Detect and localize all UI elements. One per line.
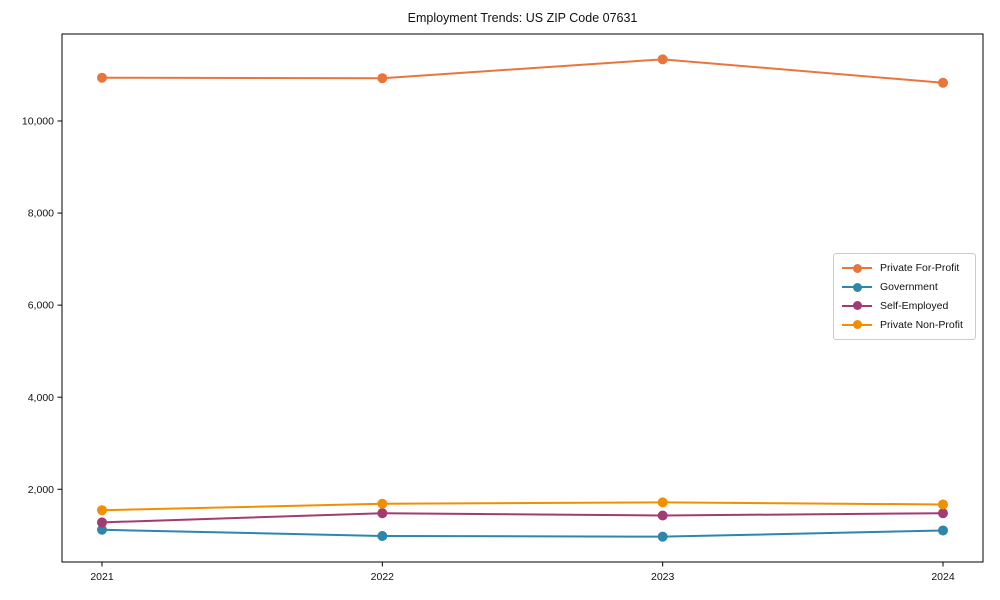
series-line-self-employed	[101, 512, 944, 524]
legend-label: Self-Employed	[880, 299, 949, 312]
legend-item-self-employed: Self-Employed	[842, 297, 967, 316]
series-marker-private-for-profit	[938, 77, 948, 88]
legend-item-private-non-profit: Private Non-Profit	[842, 315, 967, 334]
legend-label: Private For-Profit	[880, 262, 960, 275]
y-tick-label: 10,000	[22, 116, 54, 128]
series-marker-private-for-profit	[97, 72, 107, 83]
y-tick-label: 8,000	[28, 208, 54, 220]
series-line-private-for-profit	[101, 58, 944, 84]
legend-dot-swatch	[852, 263, 862, 273]
legend-label: Government	[880, 281, 938, 294]
series-marker-private-non-profit	[657, 497, 668, 508]
y-tick-label: 4,000	[28, 392, 54, 404]
y-tick-label: 2,000	[28, 484, 54, 496]
series-line-government	[101, 528, 944, 538]
x-tick-label: 2024	[931, 571, 955, 583]
legend: Private For-Profit Government Self-Employe…	[833, 253, 976, 340]
legend-item-government: Government	[842, 278, 967, 297]
x-tick-label: 2022	[371, 571, 395, 583]
series-marker-self-employed	[938, 508, 948, 519]
series-marker-private-non-profit	[377, 498, 388, 509]
legend-dot-swatch	[852, 301, 862, 311]
series-marker-private-for-profit	[377, 73, 388, 84]
legend-dot-swatch	[852, 320, 862, 330]
series-marker-self-employed	[377, 508, 388, 519]
series-line-private-non-profit	[101, 501, 944, 512]
series-marker-government	[657, 531, 668, 542]
legend-marker-icon	[842, 319, 872, 330]
legend-marker-icon	[842, 282, 872, 293]
legend-dot-swatch	[852, 282, 862, 292]
y-tick-label: 6,000	[28, 300, 54, 312]
series-marker-private-non-profit	[97, 505, 107, 516]
series-marker-government	[938, 525, 948, 536]
plot-border	[61, 33, 984, 563]
legend-label: Private Non-Profit	[880, 318, 963, 331]
series-marker-government	[97, 524, 107, 535]
x-tick-label: 2023	[651, 571, 675, 583]
legend-marker-icon	[842, 263, 872, 274]
series-marker-private-for-profit	[657, 54, 668, 65]
series-marker-self-employed	[657, 510, 668, 521]
legend-marker-icon	[842, 300, 872, 311]
legend-item-private-for-profit: Private For-Profit	[842, 259, 967, 278]
series-marker-government	[377, 530, 388, 541]
series-marker-self-employed	[97, 517, 107, 528]
x-tick-label: 2021	[90, 571, 114, 583]
chart-title: Employment Trends: US ZIP Code 07631	[407, 11, 638, 25]
series-marker-private-non-profit	[938, 499, 948, 510]
